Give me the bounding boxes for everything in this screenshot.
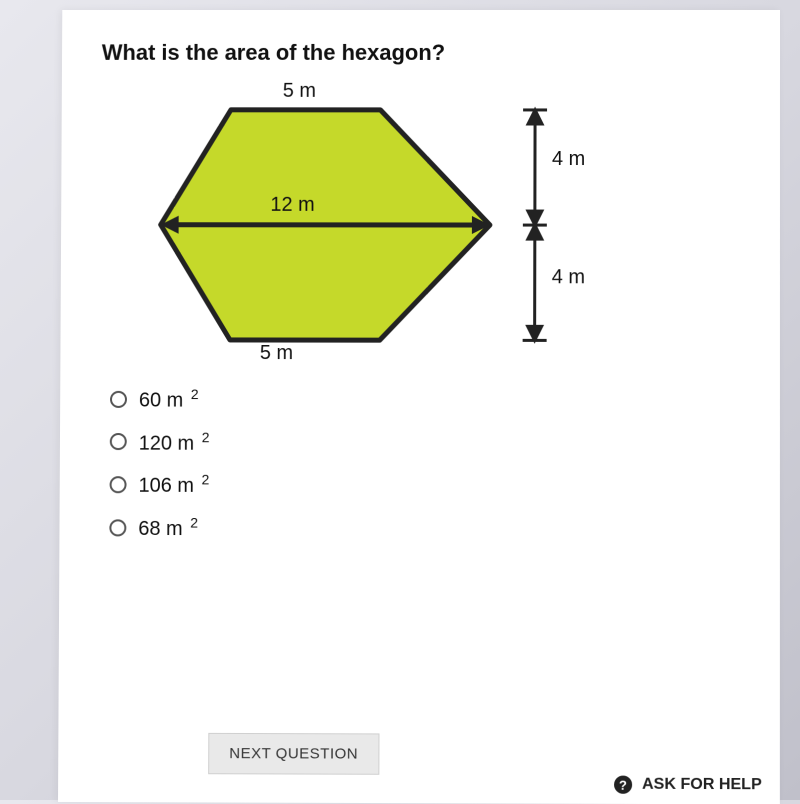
help-icon: ? [614, 776, 632, 794]
label-top: 5 m [283, 80, 316, 103]
option-label: 60 m 2 [139, 386, 199, 413]
label-height-upper: 4 m [552, 148, 585, 171]
question-text: What is the area of the hexagon? [102, 40, 740, 66]
answer-options: 60 m 2 120 m 2 106 m 2 68 m 2 [109, 386, 740, 543]
option-d[interactable]: 68 m 2 [109, 514, 739, 542]
height-bracket [523, 110, 547, 340]
label-diagonal: 12 m [270, 194, 314, 217]
next-question-button[interactable]: NEXT QUESTION [208, 733, 379, 775]
hexagon-figure: 5 m 5 m 12 m 4 m 4 m [140, 80, 620, 371]
radio-icon [110, 391, 127, 408]
radio-icon [109, 519, 126, 536]
ask-for-help-button[interactable]: ? ASK FOR HELP [614, 776, 762, 795]
help-label: ASK FOR HELP [642, 776, 762, 795]
option-label: 120 m 2 [139, 429, 210, 456]
option-c[interactable]: 106 m 2 [110, 471, 740, 499]
radio-icon [110, 476, 127, 493]
option-a[interactable]: 60 m 2 [110, 386, 740, 414]
hexagon-svg [140, 80, 620, 371]
option-label: 68 m 2 [138, 514, 198, 541]
option-b[interactable]: 120 m 2 [110, 429, 740, 457]
label-height-lower: 4 m [552, 266, 585, 289]
label-bottom: 5 m [260, 342, 293, 365]
option-label: 106 m 2 [138, 471, 209, 498]
radio-icon [110, 433, 127, 450]
